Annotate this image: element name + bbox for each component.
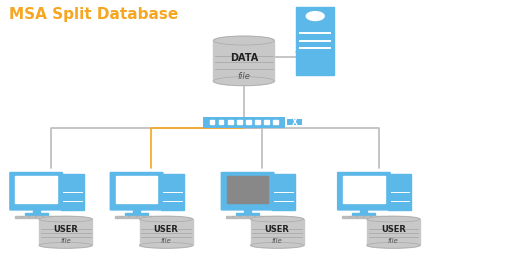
Ellipse shape: [214, 36, 274, 45]
Bar: [214, 41, 274, 81]
Bar: [115, 216, 158, 218]
Bar: [133, 210, 140, 213]
Bar: [226, 216, 269, 218]
Circle shape: [306, 12, 324, 21]
Text: file: file: [388, 238, 399, 244]
Bar: [352, 213, 375, 215]
Text: file: file: [237, 72, 250, 82]
Ellipse shape: [251, 242, 304, 248]
Bar: [161, 174, 184, 210]
Ellipse shape: [140, 216, 192, 222]
Bar: [246, 120, 251, 124]
Bar: [264, 120, 269, 124]
Bar: [272, 174, 295, 210]
Ellipse shape: [367, 242, 420, 248]
Text: USER: USER: [53, 225, 78, 234]
Bar: [228, 120, 233, 124]
Ellipse shape: [39, 216, 92, 222]
Bar: [39, 219, 92, 245]
Ellipse shape: [140, 242, 192, 248]
Bar: [140, 219, 192, 245]
Bar: [342, 216, 385, 218]
Bar: [287, 119, 302, 125]
Bar: [388, 174, 411, 210]
Text: file: file: [161, 238, 172, 244]
Bar: [367, 219, 420, 245]
Text: MSA Split Database: MSA Split Database: [8, 7, 178, 22]
Text: file: file: [272, 238, 282, 244]
Bar: [14, 216, 58, 218]
Text: USER: USER: [154, 225, 179, 234]
Ellipse shape: [39, 242, 92, 248]
Text: X: X: [292, 118, 297, 127]
Ellipse shape: [214, 77, 274, 85]
Bar: [125, 213, 148, 215]
Bar: [251, 219, 304, 245]
FancyBboxPatch shape: [110, 172, 164, 211]
Bar: [219, 120, 224, 124]
Bar: [61, 174, 84, 210]
Ellipse shape: [367, 216, 420, 222]
Bar: [227, 176, 268, 203]
Bar: [209, 120, 214, 124]
Text: DATA: DATA: [229, 53, 258, 63]
Bar: [15, 176, 57, 203]
Bar: [236, 213, 259, 215]
FancyBboxPatch shape: [337, 172, 391, 211]
Text: USER: USER: [264, 225, 289, 234]
Text: USER: USER: [381, 225, 406, 234]
Bar: [296, 7, 334, 75]
Bar: [244, 210, 251, 213]
Bar: [360, 210, 367, 213]
Bar: [25, 213, 48, 215]
Bar: [33, 210, 40, 213]
Bar: [343, 176, 385, 203]
Ellipse shape: [251, 216, 304, 222]
Bar: [255, 120, 260, 124]
Bar: [273, 120, 278, 124]
FancyBboxPatch shape: [220, 172, 275, 211]
FancyBboxPatch shape: [9, 172, 63, 211]
FancyBboxPatch shape: [203, 117, 285, 128]
Text: X: X: [292, 118, 297, 127]
Bar: [237, 120, 242, 124]
Text: file: file: [60, 238, 71, 244]
Bar: [116, 176, 157, 203]
